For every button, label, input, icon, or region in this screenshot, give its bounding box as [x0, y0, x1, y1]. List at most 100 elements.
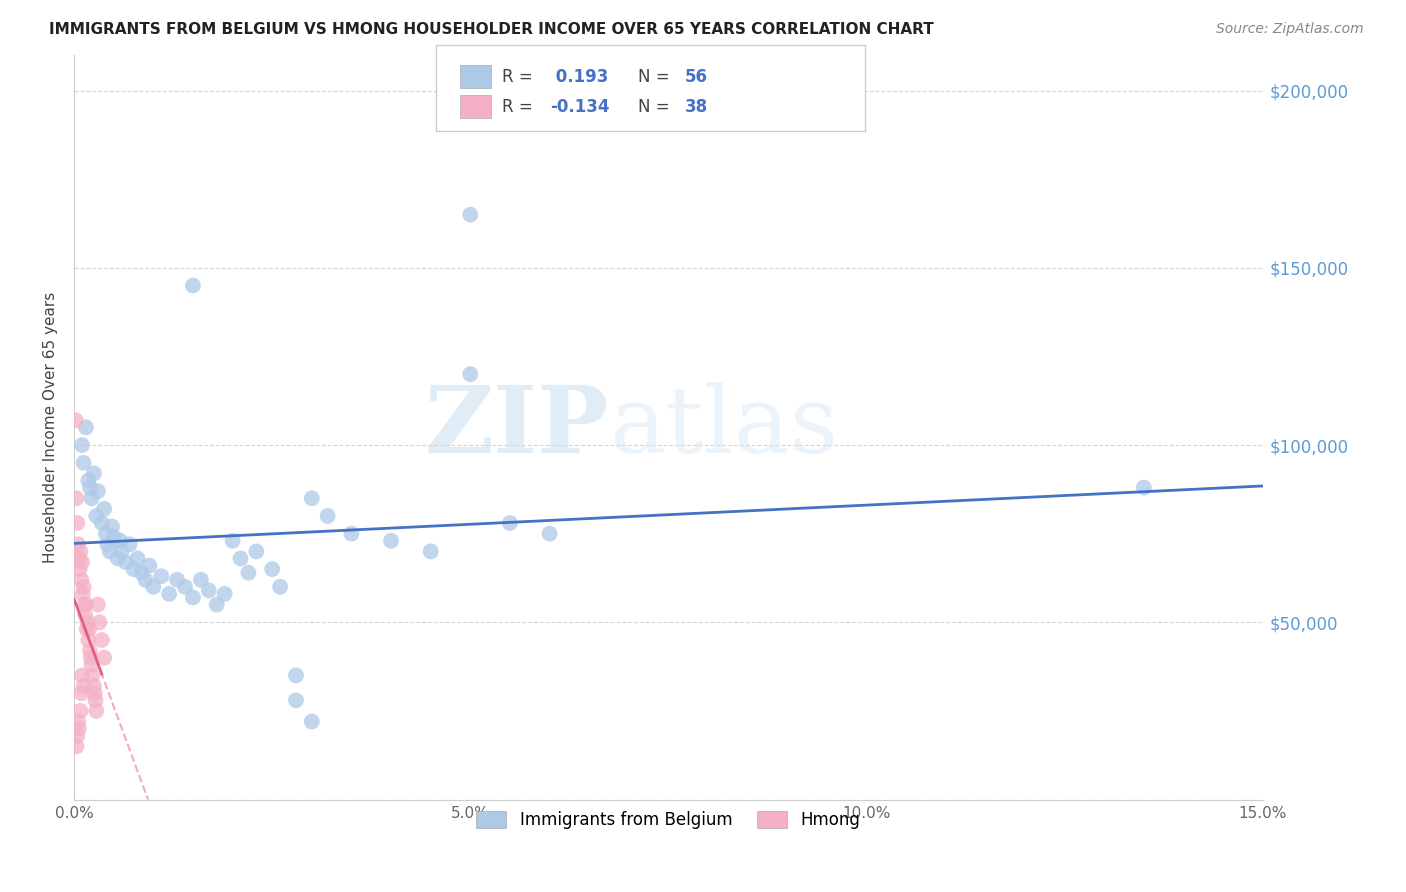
- Point: [107, 551, 129, 566]
- Text: Source: ZipAtlas.com: Source: ZipAtlas.com: [1216, 22, 1364, 37]
- Point: [111, 544, 134, 558]
- Point: [70, 555, 93, 569]
- Point: [65, 491, 87, 506]
- Point: [72, 679, 94, 693]
- Point: [69, 704, 91, 718]
- Text: R =: R =: [502, 98, 538, 116]
- Point: [238, 566, 260, 580]
- Text: IMMIGRANTS FROM BELGIUM VS HMONG HOUSEHOLDER INCOME OVER 65 YEARS CORRELATION CH: IMMIGRANTS FROM BELGIUM VS HMONG HOUSEHO…: [49, 22, 934, 37]
- Point: [89, 615, 111, 630]
- Point: [76, 615, 98, 630]
- Point: [80, 650, 103, 665]
- Point: [285, 668, 308, 682]
- Point: [79, 643, 101, 657]
- Point: [84, 693, 107, 707]
- Point: [1133, 481, 1156, 495]
- Point: [84, 704, 107, 718]
- Point: [87, 484, 110, 499]
- Point: [80, 657, 103, 672]
- Point: [93, 501, 115, 516]
- Point: [122, 562, 145, 576]
- Point: [69, 544, 91, 558]
- Text: N =: N =: [638, 98, 675, 116]
- Y-axis label: Householder Income Over 65 years: Householder Income Over 65 years: [44, 292, 58, 563]
- Point: [285, 693, 308, 707]
- Point: [79, 481, 101, 495]
- Point: [70, 573, 93, 587]
- Point: [460, 367, 482, 381]
- Point: [114, 555, 136, 569]
- Text: 0.193: 0.193: [550, 68, 609, 86]
- Point: [157, 587, 180, 601]
- Point: [70, 438, 93, 452]
- Point: [83, 686, 105, 700]
- Point: [460, 208, 482, 222]
- Text: 56: 56: [685, 68, 707, 86]
- Point: [84, 508, 107, 523]
- Point: [70, 668, 93, 682]
- Point: [94, 526, 117, 541]
- Point: [65, 413, 87, 427]
- Point: [77, 474, 100, 488]
- Point: [66, 516, 89, 530]
- Point: [301, 491, 323, 506]
- Point: [262, 562, 284, 576]
- Point: [87, 598, 110, 612]
- Point: [269, 580, 291, 594]
- Point: [380, 533, 402, 548]
- Point: [181, 278, 204, 293]
- Point: [205, 598, 228, 612]
- Point: [301, 714, 323, 729]
- Point: [101, 519, 124, 533]
- Point: [67, 714, 90, 729]
- Point: [166, 573, 188, 587]
- Point: [70, 686, 93, 700]
- Point: [67, 722, 90, 736]
- Point: [83, 467, 105, 481]
- Point: [83, 679, 105, 693]
- Point: [90, 633, 112, 648]
- Point: [214, 587, 236, 601]
- Point: [67, 537, 90, 551]
- Point: [134, 573, 156, 587]
- Point: [75, 608, 97, 623]
- Point: [245, 544, 267, 558]
- Point: [198, 583, 221, 598]
- Text: -0.134: -0.134: [550, 98, 609, 116]
- Legend: Immigrants from Belgium, Hmong: Immigrants from Belgium, Hmong: [470, 805, 868, 836]
- Point: [118, 537, 141, 551]
- Point: [538, 526, 561, 541]
- Point: [75, 420, 97, 434]
- Point: [82, 668, 104, 682]
- Point: [73, 598, 96, 612]
- Point: [72, 580, 94, 594]
- Point: [69, 562, 91, 576]
- Point: [80, 491, 103, 506]
- Text: atlas: atlas: [609, 383, 838, 473]
- Point: [190, 573, 212, 587]
- Point: [138, 558, 160, 573]
- Point: [221, 533, 243, 548]
- Point: [174, 580, 197, 594]
- Point: [499, 516, 522, 530]
- Point: [67, 551, 90, 566]
- Point: [142, 580, 165, 594]
- Point: [72, 587, 94, 601]
- Point: [419, 544, 441, 558]
- Point: [93, 650, 115, 665]
- Point: [75, 598, 97, 612]
- Point: [108, 533, 131, 548]
- Point: [229, 551, 252, 566]
- Point: [77, 633, 100, 648]
- Point: [98, 544, 121, 558]
- Point: [127, 551, 149, 566]
- Point: [96, 537, 118, 551]
- Point: [103, 530, 125, 544]
- Point: [76, 623, 98, 637]
- Point: [90, 516, 112, 530]
- Text: N =: N =: [638, 68, 675, 86]
- Text: ZIP: ZIP: [425, 383, 609, 473]
- Point: [66, 729, 89, 743]
- Point: [340, 526, 363, 541]
- Point: [65, 739, 87, 754]
